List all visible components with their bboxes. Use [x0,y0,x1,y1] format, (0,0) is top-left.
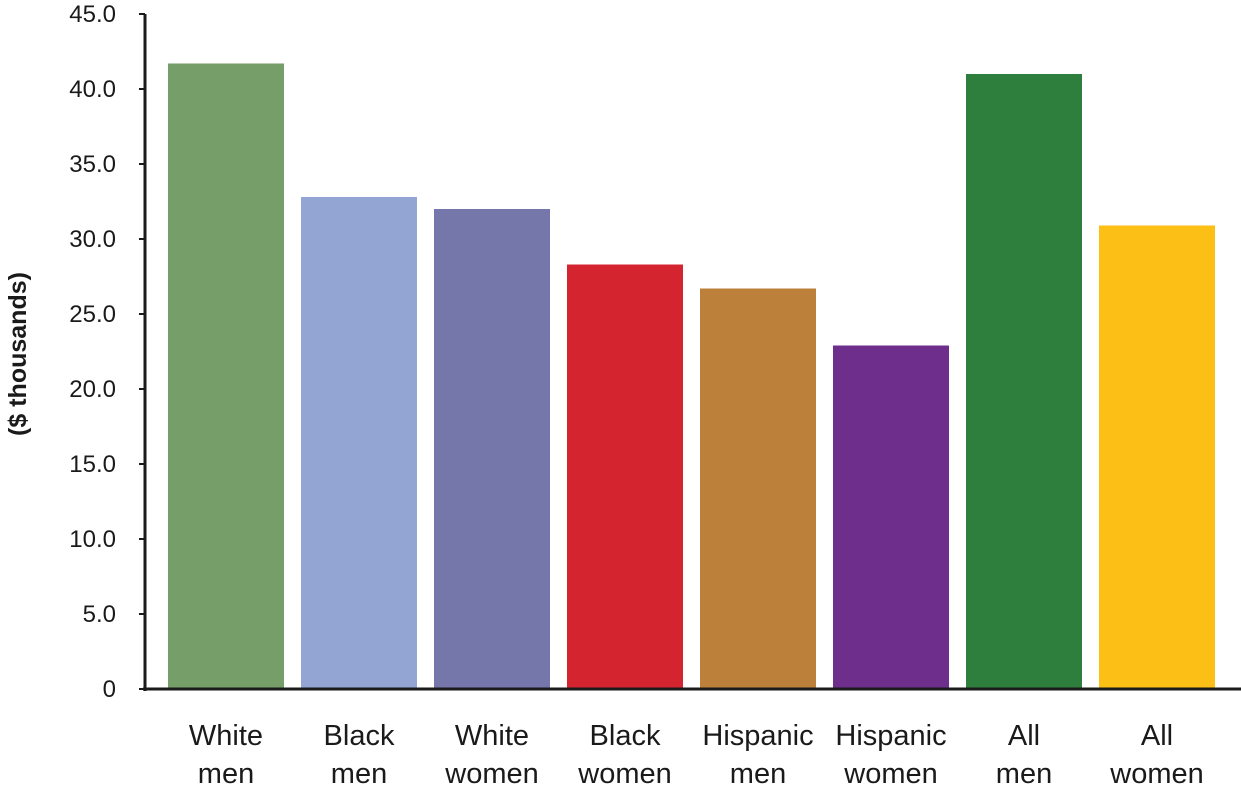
bar [168,63,284,689]
y-tick-label: 35.0 [69,151,116,178]
x-category-label-line1: Hispanic [702,720,813,752]
x-category-label-line2: men [996,758,1052,790]
x-category-label-line1: Black [590,720,661,752]
x-category-label-line1: All [1008,720,1040,752]
x-category-label-line2: men [198,758,254,790]
category-labels: White men Black men White women Black women Hisp… [189,720,1204,790]
bar [1099,225,1215,689]
x-category-label-line1: White [455,720,529,752]
y-tick-label: 25.0 [69,301,116,328]
bars [168,63,1215,689]
bar [700,288,816,689]
y-tick-label: 45.0 [69,1,116,28]
y-tick-label: 40.0 [69,76,116,103]
x-category-label-line2: men [730,758,786,790]
y-axis-ticks: 0 5.0 10.0 15.0 20.0 25.0 30.0 35.0 40.0 45.0 [69,1,145,703]
y-tick-label: 10.0 [69,526,116,553]
y-tick-label: 0 [103,676,116,703]
x-category-label-line1: Hispanic [835,720,946,752]
bar [833,345,949,689]
y-tick-label: 20.0 [69,376,116,403]
x-category-label-line1: White [189,720,263,752]
x-category-label-line2: women [1109,758,1204,790]
x-category-label-line2: women [577,758,672,790]
x-category-label-line1: All [1141,720,1173,752]
y-tick-label: 15.0 [69,451,116,478]
y-tick-label: 5.0 [83,601,116,628]
x-category-label-line2: women [444,758,539,790]
y-axis-title: ($ thousands) [4,272,32,436]
y-axis-title-group: ($ thousands) [4,272,32,436]
x-category-label-line1: Black [324,720,395,752]
bar [966,74,1082,689]
bar [567,264,683,689]
bar [434,209,550,689]
bar [301,197,417,689]
y-tick-label: 30.0 [69,226,116,253]
x-category-label-line2: men [331,758,387,790]
x-category-label-line2: women [843,758,938,790]
